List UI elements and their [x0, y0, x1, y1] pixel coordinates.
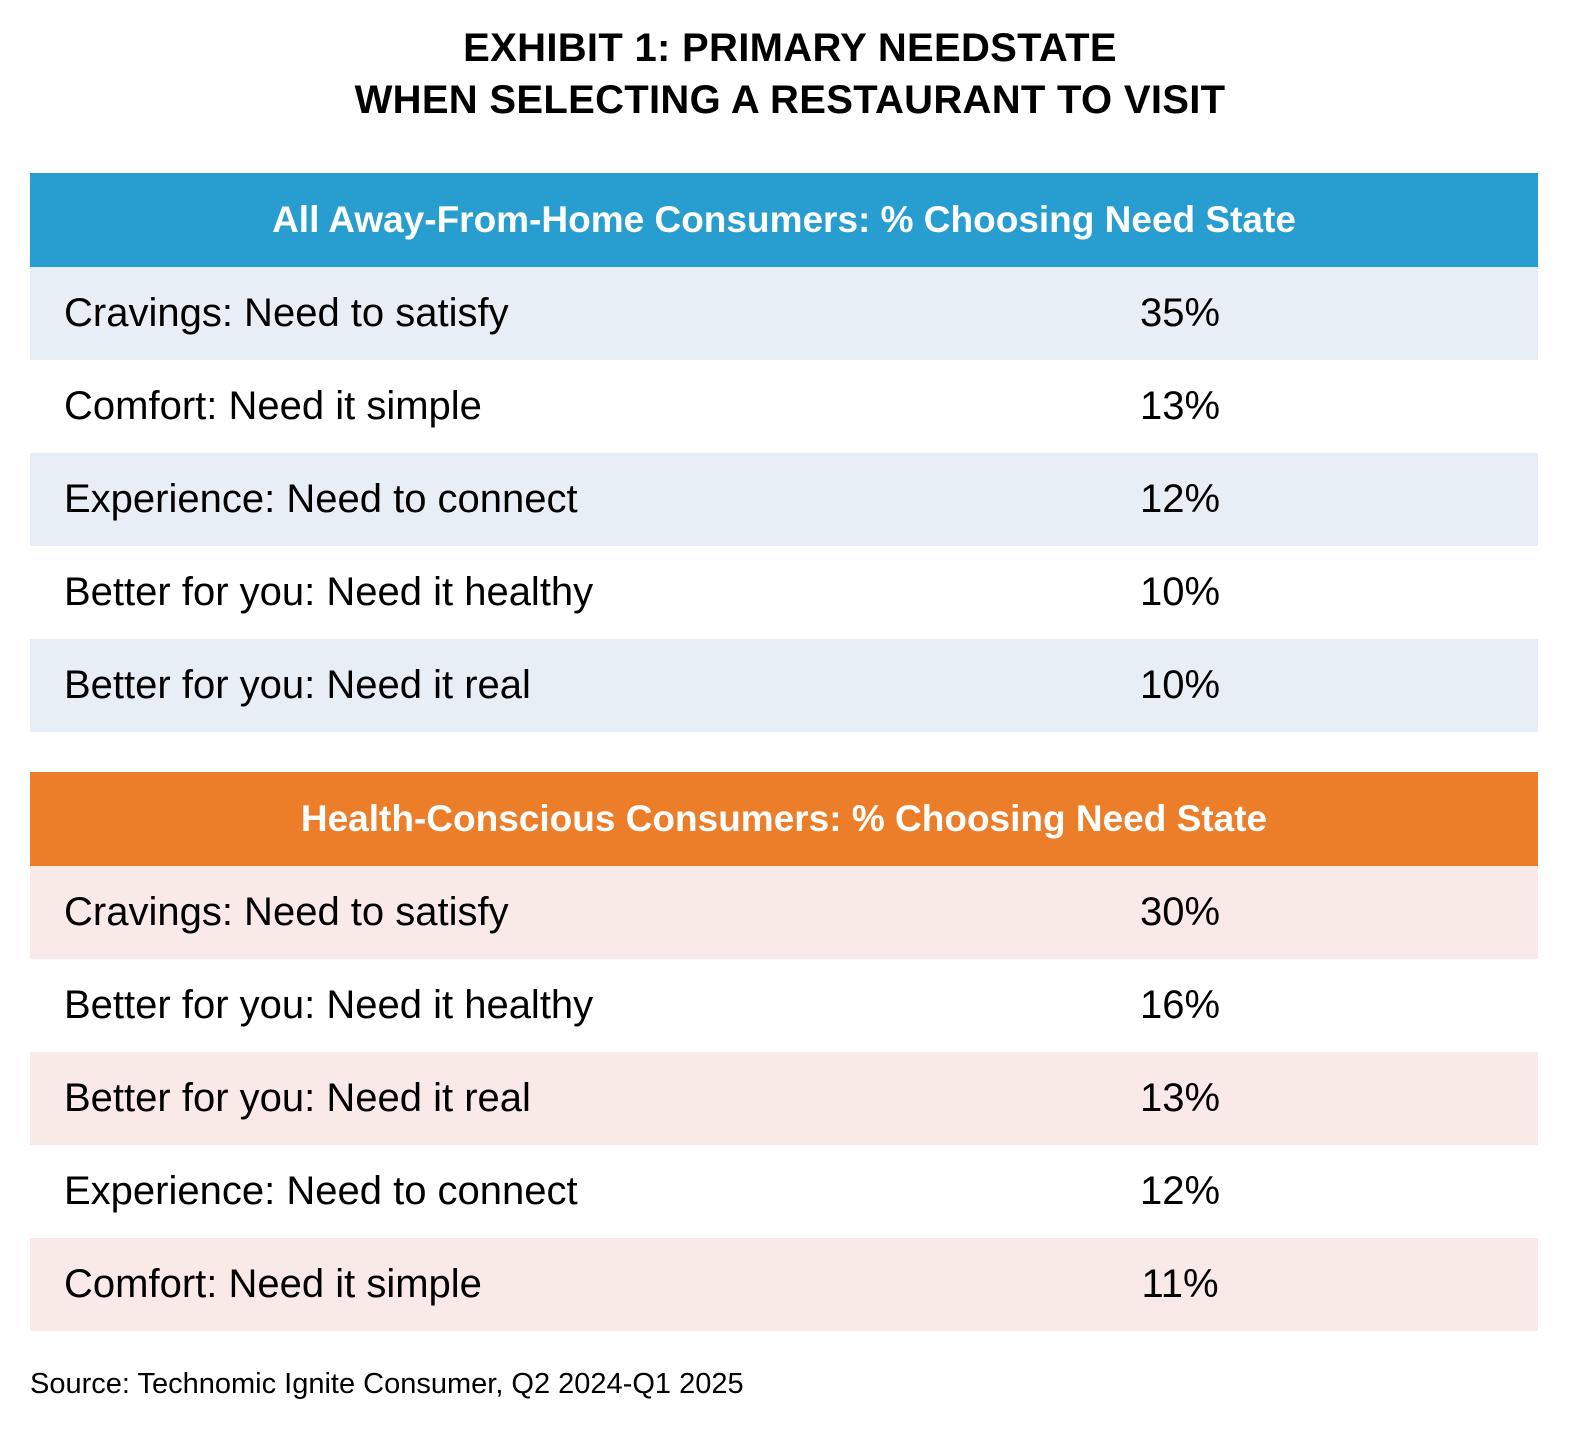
table-row: Comfort: Need it simple 13% — [30, 360, 1538, 453]
table-row: Cravings: Need to satisfy 30% — [30, 866, 1538, 959]
table-header: All Away-From-Home Consumers: % Choosing… — [30, 173, 1538, 267]
row-value: 12% — [1139, 1169, 1221, 1213]
title-line-2: WHEN SELECTING A RESTAURANT TO VISIT — [354, 78, 1226, 122]
row-value: 12% — [1139, 477, 1221, 521]
row-label: Better for you: Need it healthy — [64, 983, 594, 1027]
table-row: Experience: Need to connect 12% — [30, 453, 1538, 546]
row-value: 30% — [1139, 890, 1221, 934]
title-line-1: EXHIBIT 1: PRIMARY NEEDSTATE — [463, 26, 1117, 70]
table-row: Better for you: Need it real 10% — [30, 639, 1538, 732]
table-row: Comfort: Need it simple 11% — [30, 1238, 1538, 1331]
row-label: Better for you: Need it real — [64, 1076, 531, 1120]
row-label: Comfort: Need it simple — [64, 1262, 482, 1306]
row-label: Better for you: Need it healthy — [64, 570, 594, 614]
row-label: Experience: Need to connect — [64, 1169, 578, 1213]
all-consumers-table: All Away-From-Home Consumers: % Choosing… — [30, 173, 1538, 732]
exhibit-title: EXHIBIT 1: PRIMARY NEEDSTATE WHEN SELECT… — [0, 22, 1580, 126]
table-row: Experience: Need to connect 12% — [30, 1145, 1538, 1238]
row-value: 13% — [1139, 384, 1221, 428]
row-value: 35% — [1139, 291, 1221, 335]
row-label: Cravings: Need to satisfy — [64, 291, 509, 335]
row-value: 13% — [1139, 1076, 1221, 1120]
table-row: Better for you: Need it healthy 10% — [30, 546, 1538, 639]
row-value: 16% — [1139, 983, 1221, 1027]
table-row: Better for you: Need it healthy 16% — [30, 959, 1538, 1052]
row-label: Better for you: Need it real — [64, 663, 531, 707]
table-row: Better for you: Need it real 13% — [30, 1052, 1538, 1145]
row-label: Cravings: Need to satisfy — [64, 890, 509, 934]
table-row: Cravings: Need to satisfy 35% — [30, 267, 1538, 360]
health-conscious-table: Health-Conscious Consumers: % Choosing N… — [30, 772, 1538, 1331]
row-label: Experience: Need to connect — [64, 477, 578, 521]
row-value: 10% — [1139, 570, 1221, 614]
row-value: 10% — [1139, 663, 1221, 707]
source-note: Source: Technomic Ignite Consumer, Q2 20… — [30, 1368, 744, 1400]
row-label: Comfort: Need it simple — [64, 384, 482, 428]
table-header: Health-Conscious Consumers: % Choosing N… — [30, 772, 1538, 866]
row-value: 11% — [1141, 1262, 1219, 1306]
